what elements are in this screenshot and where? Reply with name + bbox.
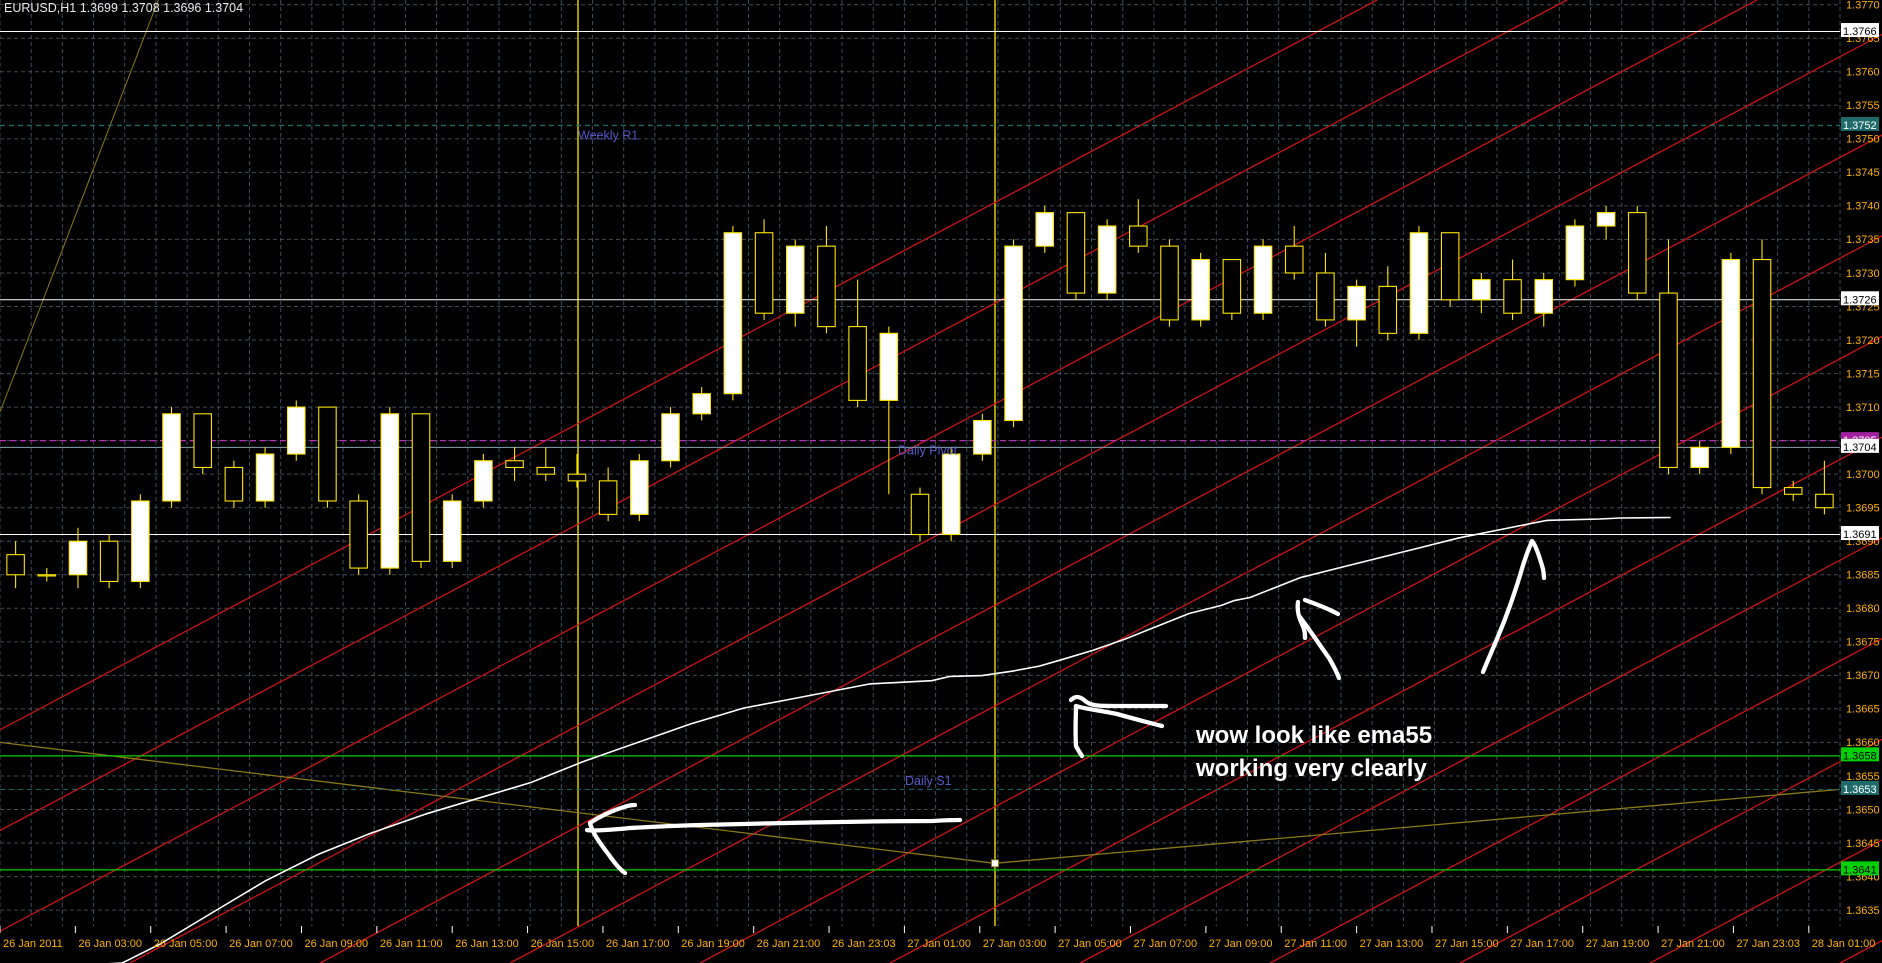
- svg-text:27 Jan 09:00: 27 Jan 09:00: [1209, 938, 1273, 950]
- svg-text:26 Jan 2011: 26 Jan 2011: [3, 938, 63, 950]
- svg-text:27 Jan 19:00: 27 Jan 19:00: [1586, 938, 1650, 950]
- svg-text:27 Jan 21:00: 27 Jan 21:00: [1661, 938, 1725, 950]
- svg-text:1.3715: 1.3715: [1846, 368, 1880, 380]
- svg-text:26 Jan 05:00: 26 Jan 05:00: [154, 938, 218, 950]
- svg-text:1.3691: 1.3691: [1843, 529, 1877, 541]
- svg-text:27 Jan 15:00: 27 Jan 15:00: [1435, 938, 1499, 950]
- svg-text:27 Jan 07:00: 27 Jan 07:00: [1134, 938, 1198, 950]
- svg-text:26 Jan 03:00: 26 Jan 03:00: [78, 938, 142, 950]
- svg-text:EURUSD,H1 1.3699 1.3708 1.369: EURUSD,H1 1.3699 1.3708 1.3696 1.3704: [4, 1, 243, 15]
- svg-text:26 Jan 23:03: 26 Jan 23:03: [832, 938, 896, 950]
- svg-text:1.3658: 1.3658: [1843, 750, 1877, 762]
- svg-text:1.3695: 1.3695: [1846, 503, 1880, 515]
- svg-text:1.3665: 1.3665: [1846, 704, 1880, 716]
- svg-text:26 Jan 15:00: 26 Jan 15:00: [531, 938, 595, 950]
- svg-text:27 Jan 01:00: 27 Jan 01:00: [907, 938, 971, 950]
- svg-text:1.3700: 1.3700: [1846, 469, 1880, 481]
- svg-text:27 Jan 11:00: 27 Jan 11:00: [1284, 938, 1347, 950]
- svg-text:1.3755: 1.3755: [1846, 100, 1880, 112]
- svg-text:1.3745: 1.3745: [1846, 167, 1880, 179]
- svg-text:27 Jan 13:00: 27 Jan 13:00: [1360, 938, 1424, 950]
- svg-text:26 Jan 07:00: 26 Jan 07:00: [229, 938, 293, 950]
- svg-text:1.3650: 1.3650: [1846, 804, 1880, 816]
- svg-text:Weekly R1: Weekly R1: [578, 128, 638, 142]
- svg-text:1.3685: 1.3685: [1846, 570, 1880, 582]
- svg-text:26 Jan 11:00: 26 Jan 11:00: [380, 938, 443, 950]
- svg-text:1.3704: 1.3704: [1843, 442, 1877, 454]
- svg-text:1.3635: 1.3635: [1846, 905, 1880, 917]
- svg-text:1.3770: 1.3770: [1846, 0, 1880, 12]
- svg-text:27 Jan 05:00: 27 Jan 05:00: [1058, 938, 1122, 950]
- svg-text:1.3641: 1.3641: [1843, 864, 1877, 876]
- svg-text:1.3760: 1.3760: [1846, 67, 1880, 79]
- svg-text:1.3720: 1.3720: [1846, 335, 1880, 347]
- svg-text:27 Jan 17:00: 27 Jan 17:00: [1510, 938, 1574, 950]
- svg-text:27 Jan 23:03: 27 Jan 23:03: [1736, 938, 1800, 950]
- svg-text:26 Jan 13:00: 26 Jan 13:00: [455, 938, 519, 950]
- svg-text:1.3645: 1.3645: [1846, 838, 1880, 850]
- svg-text:1.3750: 1.3750: [1846, 134, 1880, 146]
- svg-text:1.3730: 1.3730: [1846, 268, 1880, 280]
- svg-text:1.3710: 1.3710: [1846, 402, 1880, 414]
- svg-text:1.3653: 1.3653: [1843, 784, 1877, 796]
- svg-text:27 Jan 03:00: 27 Jan 03:00: [983, 938, 1047, 950]
- svg-text:1.3766: 1.3766: [1843, 26, 1877, 38]
- svg-text:1.3726: 1.3726: [1843, 294, 1877, 306]
- svg-text:26 Jan 21:00: 26 Jan 21:00: [757, 938, 821, 950]
- svg-text:1.3752: 1.3752: [1843, 120, 1877, 132]
- svg-text:Daily Pivot: Daily Pivot: [898, 444, 958, 458]
- svg-text:working very clearly: working very clearly: [1195, 755, 1427, 782]
- svg-text:1.3740: 1.3740: [1846, 201, 1880, 213]
- svg-text:28 Jan 01:00: 28 Jan 01:00: [1812, 938, 1876, 950]
- svg-text:Daily S1: Daily S1: [905, 774, 952, 788]
- svg-text:1.3735: 1.3735: [1846, 234, 1880, 246]
- svg-text:wow look like ema55: wow look like ema55: [1195, 722, 1432, 749]
- svg-text:1.3670: 1.3670: [1846, 670, 1880, 682]
- svg-text:26 Jan 19:00: 26 Jan 19:00: [681, 938, 745, 950]
- svg-text:26 Jan 09:00: 26 Jan 09:00: [304, 938, 368, 950]
- svg-text:1.3680: 1.3680: [1846, 603, 1880, 615]
- svg-text:26 Jan 17:00: 26 Jan 17:00: [606, 938, 670, 950]
- svg-text:1.3675: 1.3675: [1846, 637, 1880, 649]
